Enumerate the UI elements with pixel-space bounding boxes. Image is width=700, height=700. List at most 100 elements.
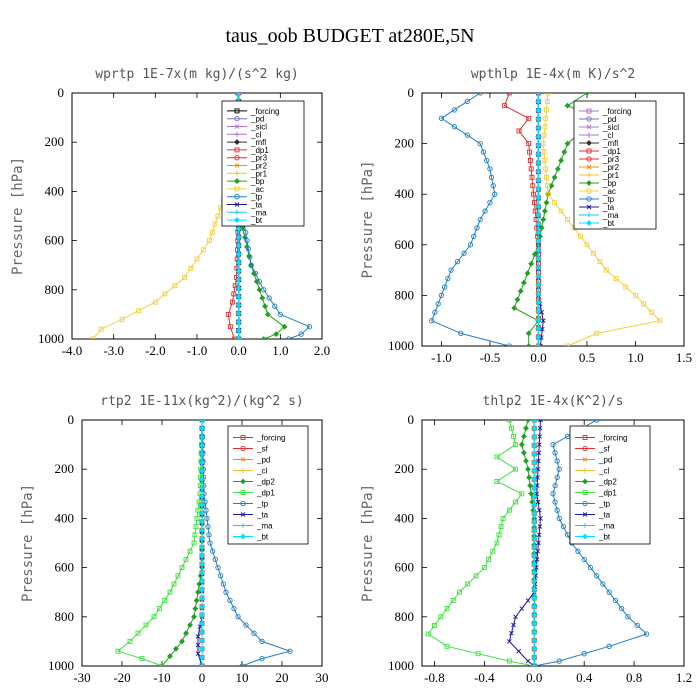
data-point xyxy=(199,510,205,517)
data-point xyxy=(199,434,205,440)
legend-marker xyxy=(234,170,240,176)
x-tick-label: 0 xyxy=(199,670,206,685)
legend-label: _forcing xyxy=(256,434,285,443)
data-point xyxy=(558,157,565,164)
data-point xyxy=(450,597,456,603)
y-tick-label: 400 xyxy=(395,510,415,525)
data-point xyxy=(438,115,445,121)
data-point xyxy=(531,527,538,534)
data-point xyxy=(194,515,200,521)
data-point xyxy=(461,250,467,256)
data-point xyxy=(581,556,587,563)
data-point xyxy=(531,552,538,559)
data-point xyxy=(526,474,533,481)
y-tick-label: 1000 xyxy=(48,658,74,673)
data-point xyxy=(531,518,538,525)
legend-label: _tp xyxy=(256,500,269,509)
data-point xyxy=(506,420,512,423)
data-point xyxy=(531,646,538,652)
data-point xyxy=(199,484,205,491)
data-point xyxy=(273,331,280,338)
legend-label: _pr3 xyxy=(250,154,268,163)
data-point xyxy=(606,643,612,649)
data-point xyxy=(554,165,561,172)
legend-marker xyxy=(240,533,246,540)
data-point xyxy=(227,324,233,330)
data-point xyxy=(260,336,267,339)
series-group xyxy=(115,420,293,666)
data-point xyxy=(444,606,450,612)
x-tick-label: 1.0 xyxy=(272,343,288,358)
data-point xyxy=(534,557,540,562)
data-point xyxy=(199,459,205,466)
data-point xyxy=(514,296,521,303)
legend-label: _pd xyxy=(602,115,616,124)
data-point xyxy=(264,311,271,318)
x-tick-label: 0.0 xyxy=(526,670,542,685)
data-point xyxy=(139,656,145,662)
legend-label: _ma xyxy=(250,208,267,217)
legend-label: _bt xyxy=(250,216,263,225)
y-tick-label: 200 xyxy=(395,461,415,476)
data-point xyxy=(464,132,470,138)
data-point xyxy=(508,425,514,431)
data-point xyxy=(535,194,542,201)
data-point xyxy=(199,603,205,610)
legend-label: _dp1 xyxy=(256,489,275,498)
data-point xyxy=(490,183,496,189)
data-point xyxy=(535,220,542,227)
data-point xyxy=(119,316,125,322)
data-point xyxy=(187,622,193,628)
legend-marker xyxy=(234,194,240,200)
data-point xyxy=(199,637,205,644)
data-point xyxy=(199,595,205,602)
data-point xyxy=(235,93,242,96)
data-point xyxy=(467,242,474,248)
data-point xyxy=(535,282,542,288)
legend-marker xyxy=(234,155,240,161)
x-tick-label: -1.0 xyxy=(187,343,208,358)
data-point xyxy=(516,648,522,654)
legend-label: _tp xyxy=(250,193,263,202)
data-point xyxy=(531,510,538,517)
legend-marker xyxy=(582,490,588,495)
legend-marker xyxy=(234,108,240,114)
legend-label: _cl xyxy=(602,131,613,140)
legend-label: _ta xyxy=(598,511,611,520)
y-tick-label: 1000 xyxy=(388,658,414,673)
data-point xyxy=(544,183,550,189)
data-point xyxy=(474,225,480,231)
data-point xyxy=(192,532,198,538)
data-point xyxy=(554,507,560,513)
data-point xyxy=(188,265,194,271)
data-point xyxy=(531,251,538,258)
data-point xyxy=(527,158,533,163)
x-tick-label: 0.0 xyxy=(530,350,546,365)
x-tick-label: -30 xyxy=(73,670,90,685)
data-point xyxy=(556,466,562,472)
data-point xyxy=(218,573,224,579)
data-point xyxy=(232,283,238,289)
x-tick-label: -4.0 xyxy=(62,343,83,358)
y-tick-label: 0 xyxy=(408,85,415,100)
data-point xyxy=(507,639,512,644)
data-point xyxy=(225,311,231,317)
data-point xyxy=(526,141,532,147)
data-point xyxy=(543,166,549,172)
x-tick-label: -20 xyxy=(113,670,130,685)
x-tick-label: 1.2 xyxy=(676,670,692,685)
y-tick-label: 200 xyxy=(395,136,415,151)
data-point xyxy=(538,516,543,521)
data-point xyxy=(471,233,477,240)
data-point xyxy=(259,638,265,645)
data-point xyxy=(535,168,542,175)
data-point xyxy=(229,299,235,305)
data-point xyxy=(544,98,550,104)
y-tick-label: 800 xyxy=(55,609,75,624)
data-point xyxy=(531,451,538,457)
data-point xyxy=(183,630,189,637)
data-point xyxy=(259,655,265,662)
legend-label: _tp xyxy=(602,195,615,204)
data-point xyxy=(511,622,516,628)
data-point xyxy=(261,287,267,293)
